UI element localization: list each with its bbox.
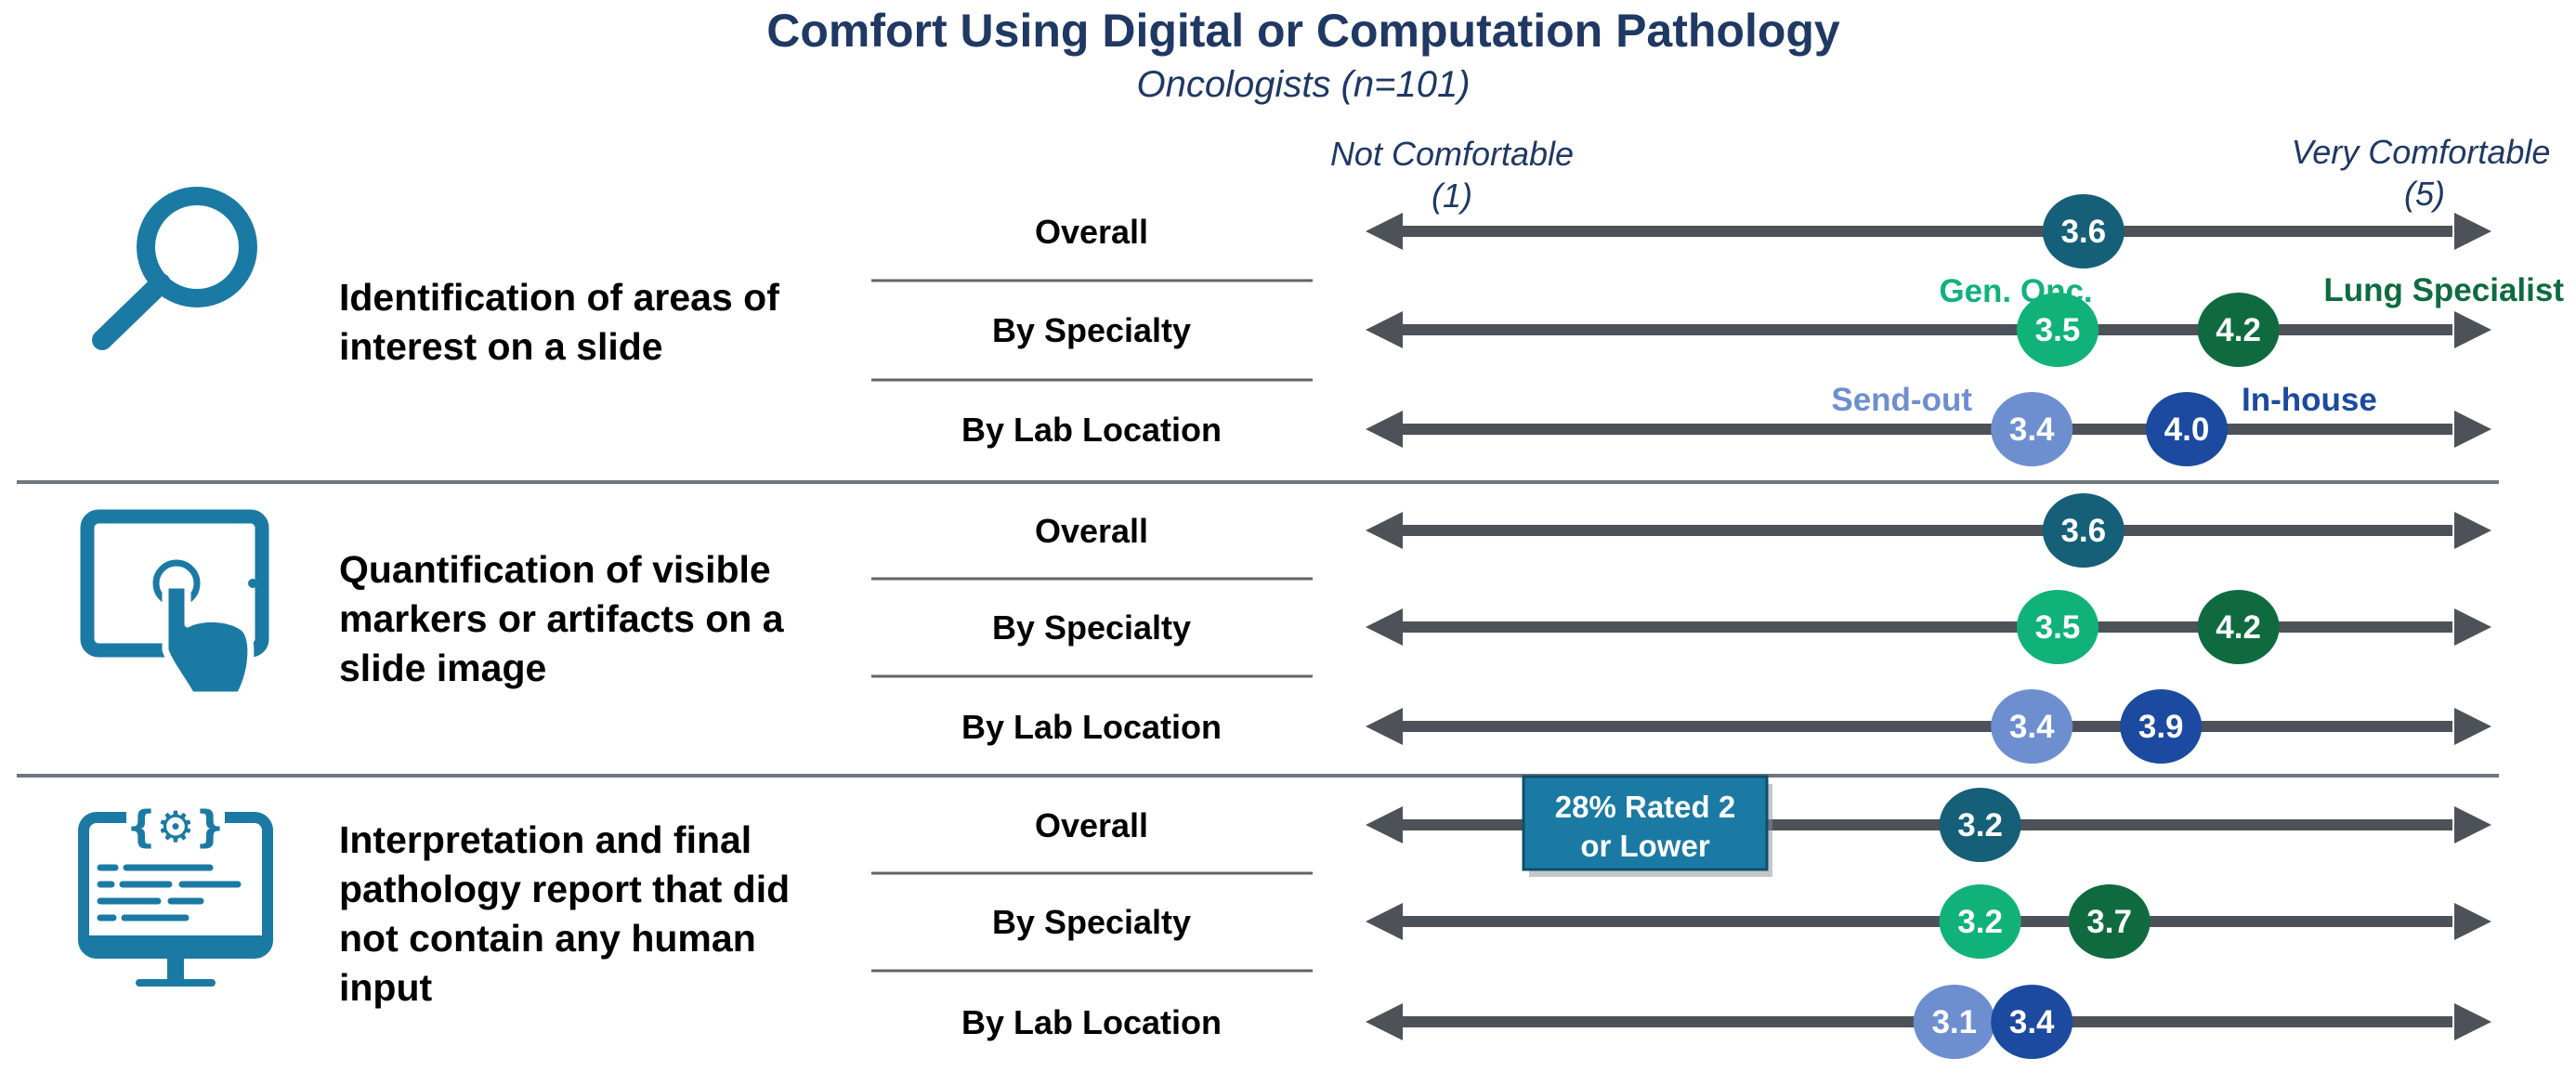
scale-max-value: (5) — [2404, 175, 2445, 213]
tablet-touch-icon — [80, 509, 269, 699]
axis-arrow-right — [2454, 311, 2491, 348]
category-label: markers or artifacts on a — [339, 597, 785, 640]
data-label: 3.1 — [1931, 1004, 1977, 1040]
axis-arrow-right — [2454, 608, 2491, 646]
axis-arrow-left — [1366, 806, 1403, 843]
callout-text: or Lower — [1580, 829, 1710, 863]
data-label: 4.2 — [2216, 312, 2261, 348]
category-label: Interpretation and final — [339, 818, 752, 861]
axis-arrow-right — [2454, 806, 2491, 843]
data-label: 4.2 — [2216, 609, 2261, 646]
data-label: 3.5 — [2035, 312, 2081, 348]
chart-title: Comfort Using Digital or Computation Pat… — [766, 5, 1840, 57]
data-point — [1991, 985, 2073, 1059]
data-point — [2042, 493, 2125, 568]
row-label: By Lab Location — [961, 411, 1222, 449]
data-point — [2042, 194, 2125, 268]
svg-text:{⚙}: {⚙} — [126, 802, 226, 852]
series-label: Lung Specialist — [2323, 272, 2564, 308]
data-label: 3.6 — [2060, 214, 2106, 250]
axis-arrow-left — [1366, 213, 1403, 250]
axis-arrow-left — [1366, 311, 1403, 348]
axis-arrow-left — [1366, 1003, 1403, 1040]
category-label: input — [339, 966, 433, 1009]
series-label: In-house — [2242, 382, 2377, 418]
category-label: Identification of areas of — [339, 276, 779, 319]
category-label: slide image — [339, 647, 546, 689]
row-label: By Specialty — [992, 311, 1191, 349]
data-point — [1991, 392, 2073, 466]
data-point — [1939, 788, 2021, 862]
data-label: 3.2 — [1957, 904, 2003, 940]
data-label: 3.2 — [1957, 807, 2003, 843]
axis-arrow-left — [1366, 708, 1403, 745]
row-label: By Lab Location — [961, 708, 1222, 746]
category-label: not contain any human — [339, 917, 756, 960]
axis-arrow-right — [2454, 708, 2491, 745]
callout: 28% Rated 2 or Lower — [1522, 775, 1772, 877]
magnifier-icon — [92, 187, 257, 350]
data-point — [2017, 590, 2099, 664]
data-label: 3.7 — [2086, 904, 2132, 940]
data-point — [2197, 293, 2280, 367]
computer-code-icon: {⚙} — [78, 801, 273, 987]
row-label: By Lab Location — [961, 1003, 1222, 1041]
category-label: interest on a slide — [339, 325, 663, 368]
data-point — [1939, 884, 2021, 959]
scale-max-label: Very Comfortable — [2292, 133, 2551, 171]
axis-arrow-left — [1366, 411, 1403, 448]
data-point — [2068, 884, 2151, 959]
row-label: Overall — [1035, 512, 1148, 550]
data-point — [2120, 689, 2203, 764]
axis-arrow-right — [2454, 411, 2491, 448]
data-label: 4.0 — [2164, 412, 2210, 448]
data-label: 3.5 — [2035, 609, 2081, 646]
data-point — [2197, 590, 2280, 664]
axis-arrow-left — [1366, 903, 1403, 940]
data-label: 3.6 — [2060, 513, 2106, 549]
data-point — [2146, 392, 2228, 466]
axis-arrow-right — [2454, 512, 2491, 549]
row-label: By Specialty — [992, 903, 1191, 941]
axis-arrow-right — [2454, 1003, 2491, 1040]
data-label: 3.4 — [2009, 412, 2055, 448]
data-label: 3.4 — [2009, 709, 2055, 745]
category-label: pathology report that did — [339, 868, 790, 910]
callout-text: 28% Rated 2 — [1555, 790, 1735, 824]
row-label: By Specialty — [992, 608, 1191, 647]
scale-min-value: (1) — [1432, 176, 1472, 215]
axis-arrow-right — [2454, 213, 2491, 250]
data-point — [1991, 689, 2073, 764]
scale-min-label: Not Comfortable — [1330, 135, 1574, 173]
series-label: Send-out — [1831, 382, 1972, 418]
row-label: Overall — [1035, 806, 1148, 844]
data-point — [2017, 293, 2099, 367]
data-label: 3.4 — [2009, 1004, 2055, 1040]
category-label: Quantification of visible — [339, 548, 771, 591]
axis-arrow-left — [1366, 512, 1403, 549]
callout-box — [1522, 775, 1769, 871]
chart-subtitle: Oncologists (n=101) — [1136, 64, 1470, 105]
data-point — [1913, 985, 1995, 1059]
axis-arrow-right — [2454, 903, 2491, 940]
data-label: 3.9 — [2138, 709, 2184, 745]
axis-arrow-left — [1366, 608, 1403, 646]
row-label: Overall — [1035, 213, 1148, 251]
